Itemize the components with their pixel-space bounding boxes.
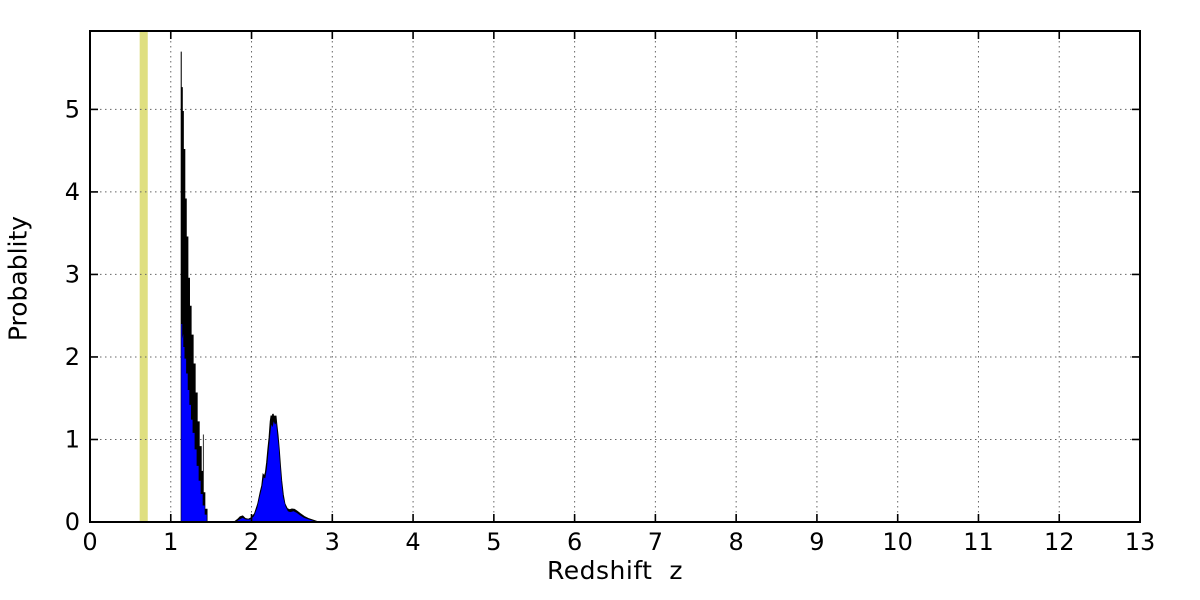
y-tick-label-2: 2 (65, 343, 80, 371)
x-tick-label-13: 13 (1125, 528, 1156, 556)
highlight-band (139, 31, 148, 522)
x-axis-label: Redshift z (547, 556, 683, 585)
x-tick-label-2: 2 (244, 528, 259, 556)
x-tick-label-3: 3 (325, 528, 340, 556)
x-tick-label-5: 5 (486, 528, 501, 556)
x-tick-label-6: 6 (567, 528, 582, 556)
x-tick-label-9: 9 (809, 528, 824, 556)
y-tick-label-0: 0 (65, 508, 80, 536)
y-tick-label-1: 1 (65, 425, 80, 453)
x-tick-label-4: 4 (405, 528, 420, 556)
y-tick-label-3: 3 (65, 260, 80, 288)
x-tick-label-12: 12 (1044, 528, 1075, 556)
axes-spines (89, 30, 1141, 523)
pdz-blue-histogram-peak2 (235, 421, 318, 522)
y-tick-label-5: 5 (65, 95, 80, 123)
x-tick-label-7: 7 (648, 528, 663, 556)
x-tick-label-8: 8 (729, 528, 744, 556)
y-axis-label: Probablity (3, 215, 33, 342)
x-tick-label-1: 1 (163, 528, 178, 556)
x-tick-label-0: 0 (82, 528, 97, 556)
x-tick-label-11: 11 (963, 528, 994, 556)
y-tick-label-4: 4 (65, 178, 80, 206)
x-tick-label-10: 10 (882, 528, 913, 556)
pdz-blue-histogram-peak1 (181, 323, 207, 522)
